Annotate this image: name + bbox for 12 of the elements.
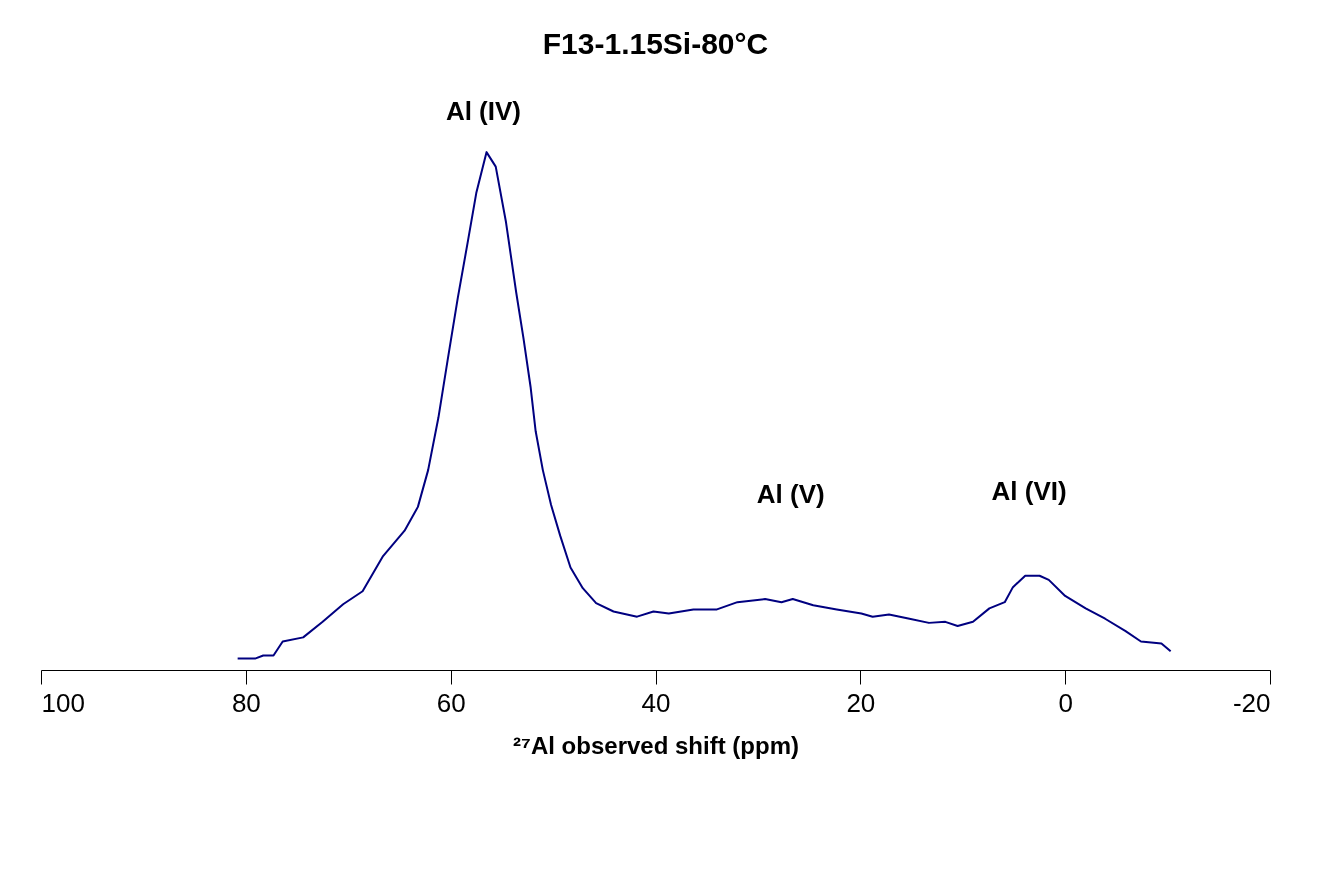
x-tick-label: 20 xyxy=(846,687,876,718)
x-tick-label: -20 xyxy=(1232,687,1271,718)
x-tick-label: 40 xyxy=(641,687,671,718)
x-tick-label: 100 xyxy=(41,687,85,718)
x-axis-title: ²⁷Al observed shift (ppm) xyxy=(513,731,799,759)
annotation: Al (V) xyxy=(756,478,825,509)
text: Al (IV) xyxy=(445,95,521,126)
x-tick-label: 60 xyxy=(436,687,466,718)
chart-title: F13-1.15Si-80°C xyxy=(542,27,769,60)
x-tick-label: 80 xyxy=(231,687,261,718)
x-tick-label: 0 xyxy=(1058,687,1073,718)
annotation: Al (VI) xyxy=(991,475,1067,506)
